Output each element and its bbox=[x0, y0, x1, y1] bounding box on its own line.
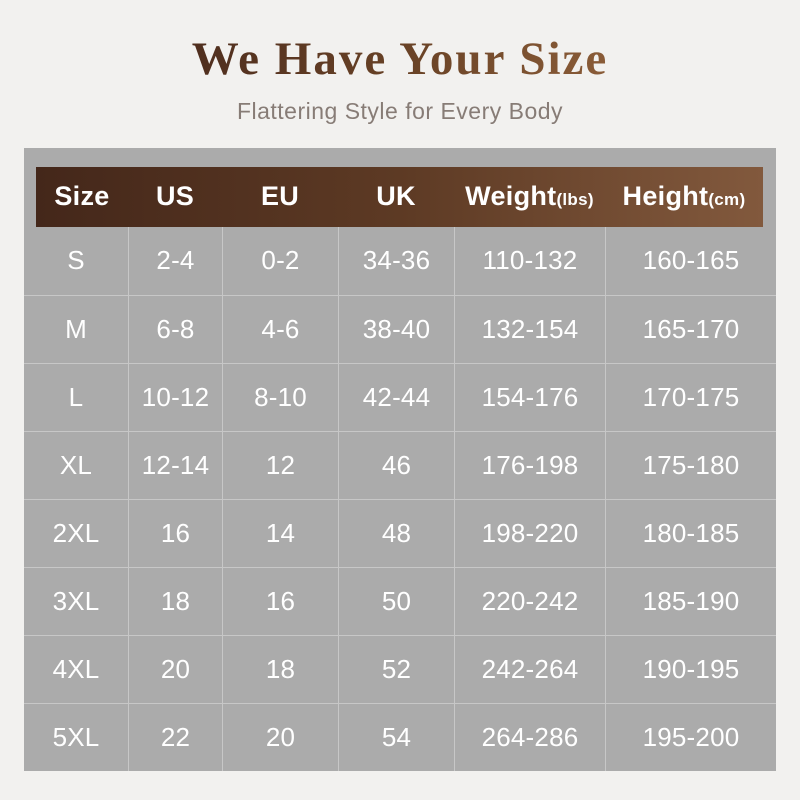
table-cell: 154-176 bbox=[454, 363, 605, 431]
table-cell: 20 bbox=[222, 703, 338, 771]
table-row-xl: XL 12-14 12 46 176-198 175-180 bbox=[24, 430, 776, 499]
table-cell: 180-185 bbox=[605, 499, 776, 567]
header-label: EU bbox=[260, 181, 300, 212]
table-cell: 2-4 bbox=[128, 226, 222, 295]
table-cell: 190-195 bbox=[605, 635, 776, 703]
table-cell: 110-132 bbox=[454, 226, 605, 295]
table-cell: 16 bbox=[222, 567, 338, 635]
table-cell: 18 bbox=[128, 567, 222, 635]
header-label: US bbox=[155, 181, 195, 212]
page-title: We Have Your Size bbox=[191, 33, 609, 85]
size-label-cell: S bbox=[67, 245, 85, 276]
table-cell: 160-165 bbox=[605, 226, 776, 295]
table-cell: 16 bbox=[128, 499, 222, 567]
table-row-5xl: 5XL 22 20 54 264-286 195-200 bbox=[24, 702, 776, 771]
table-cell: 52 bbox=[338, 635, 454, 703]
table-cell: 0-2 bbox=[222, 226, 338, 295]
table-row-m: M 6-8 4-6 38-40 132-154 165-170 bbox=[24, 294, 776, 363]
table-cell: 198-220 bbox=[454, 499, 605, 567]
table-cell: 10-12 bbox=[128, 363, 222, 431]
hero-section: We Have Your Size Flattering Style for E… bbox=[0, 0, 800, 125]
table-cell: 4-6 bbox=[222, 295, 338, 363]
size-table-body: S 2-4 0-2 34-36 110-132 160-165 M 6-8 4-6 38-40 13… bbox=[24, 226, 776, 771]
header-cell-eu: EU bbox=[222, 181, 338, 212]
table-cell: 220-242 bbox=[454, 567, 605, 635]
size-chart-table: Size US EU UK Weight (lbs) Height (cm) S 2-4 0-2 3… bbox=[24, 147, 776, 771]
table-cell: 46 bbox=[338, 431, 454, 499]
table-cell: 8-10 bbox=[222, 363, 338, 431]
table-cell: 34-36 bbox=[338, 226, 454, 295]
table-cell: 264-286 bbox=[454, 703, 605, 771]
table-cell: 170-175 bbox=[605, 363, 776, 431]
header-label: Weight bbox=[465, 181, 557, 212]
table-cell: 176-198 bbox=[454, 431, 605, 499]
table-cell: 14 bbox=[222, 499, 338, 567]
table-cell: 20 bbox=[128, 635, 222, 703]
size-label-cell: M bbox=[65, 313, 87, 344]
table-cell: 195-200 bbox=[605, 703, 776, 771]
table-cell: 48 bbox=[338, 499, 454, 567]
table-cell: 175-180 bbox=[605, 431, 776, 499]
header-cell-uk: UK bbox=[338, 181, 454, 212]
size-label-cell: 2XL bbox=[52, 517, 100, 548]
table-row-l: L 10-12 8-10 42-44 154-176 170-175 bbox=[24, 362, 776, 431]
header-label: Size bbox=[54, 181, 110, 212]
table-cell: 185-190 bbox=[605, 567, 776, 635]
table-cell: 50 bbox=[338, 567, 454, 635]
header-unit-label: (cm) bbox=[708, 190, 746, 210]
header-label: UK bbox=[376, 181, 416, 212]
table-cell: 12-14 bbox=[128, 431, 222, 499]
table-cell: 165-170 bbox=[605, 295, 776, 363]
table-cell: 22 bbox=[128, 703, 222, 771]
table-row-2xl: 2XL 16 14 48 198-220 180-185 bbox=[24, 498, 776, 567]
size-label-cell: 3XL bbox=[52, 585, 100, 616]
size-table-header: Size US EU UK Weight (lbs) Height (cm) bbox=[36, 166, 763, 227]
header-cell-us: US bbox=[128, 181, 222, 212]
table-cell: 12 bbox=[222, 431, 338, 499]
header-unit-label: (lbs) bbox=[556, 190, 594, 210]
header-cell-weight: Weight (lbs) bbox=[454, 181, 605, 212]
size-label-cell: 5XL bbox=[52, 721, 100, 752]
table-cell: 242-264 bbox=[454, 635, 605, 703]
table-cell: 42-44 bbox=[338, 363, 454, 431]
size-label-cell: L bbox=[68, 381, 84, 412]
table-row-3xl: 3XL 18 16 50 220-242 185-190 bbox=[24, 566, 776, 635]
table-cell: 54 bbox=[338, 703, 454, 771]
size-label-cell: XL bbox=[59, 449, 93, 480]
table-cell: 132-154 bbox=[454, 295, 605, 363]
header-cell-size: Size bbox=[36, 181, 128, 212]
header-label: Height bbox=[622, 181, 709, 212]
header-cell-height: Height (cm) bbox=[605, 181, 763, 212]
page-subtitle: Flattering Style for Every Body bbox=[236, 97, 564, 124]
table-row-4xl: 4XL 20 18 52 242-264 190-195 bbox=[24, 634, 776, 703]
table-cell: 38-40 bbox=[338, 295, 454, 363]
table-cell: 6-8 bbox=[128, 295, 222, 363]
size-label-cell: 4XL bbox=[52, 653, 100, 684]
table-cell: 18 bbox=[222, 635, 338, 703]
table-row-s: S 2-4 0-2 34-36 110-132 160-165 bbox=[24, 226, 776, 295]
